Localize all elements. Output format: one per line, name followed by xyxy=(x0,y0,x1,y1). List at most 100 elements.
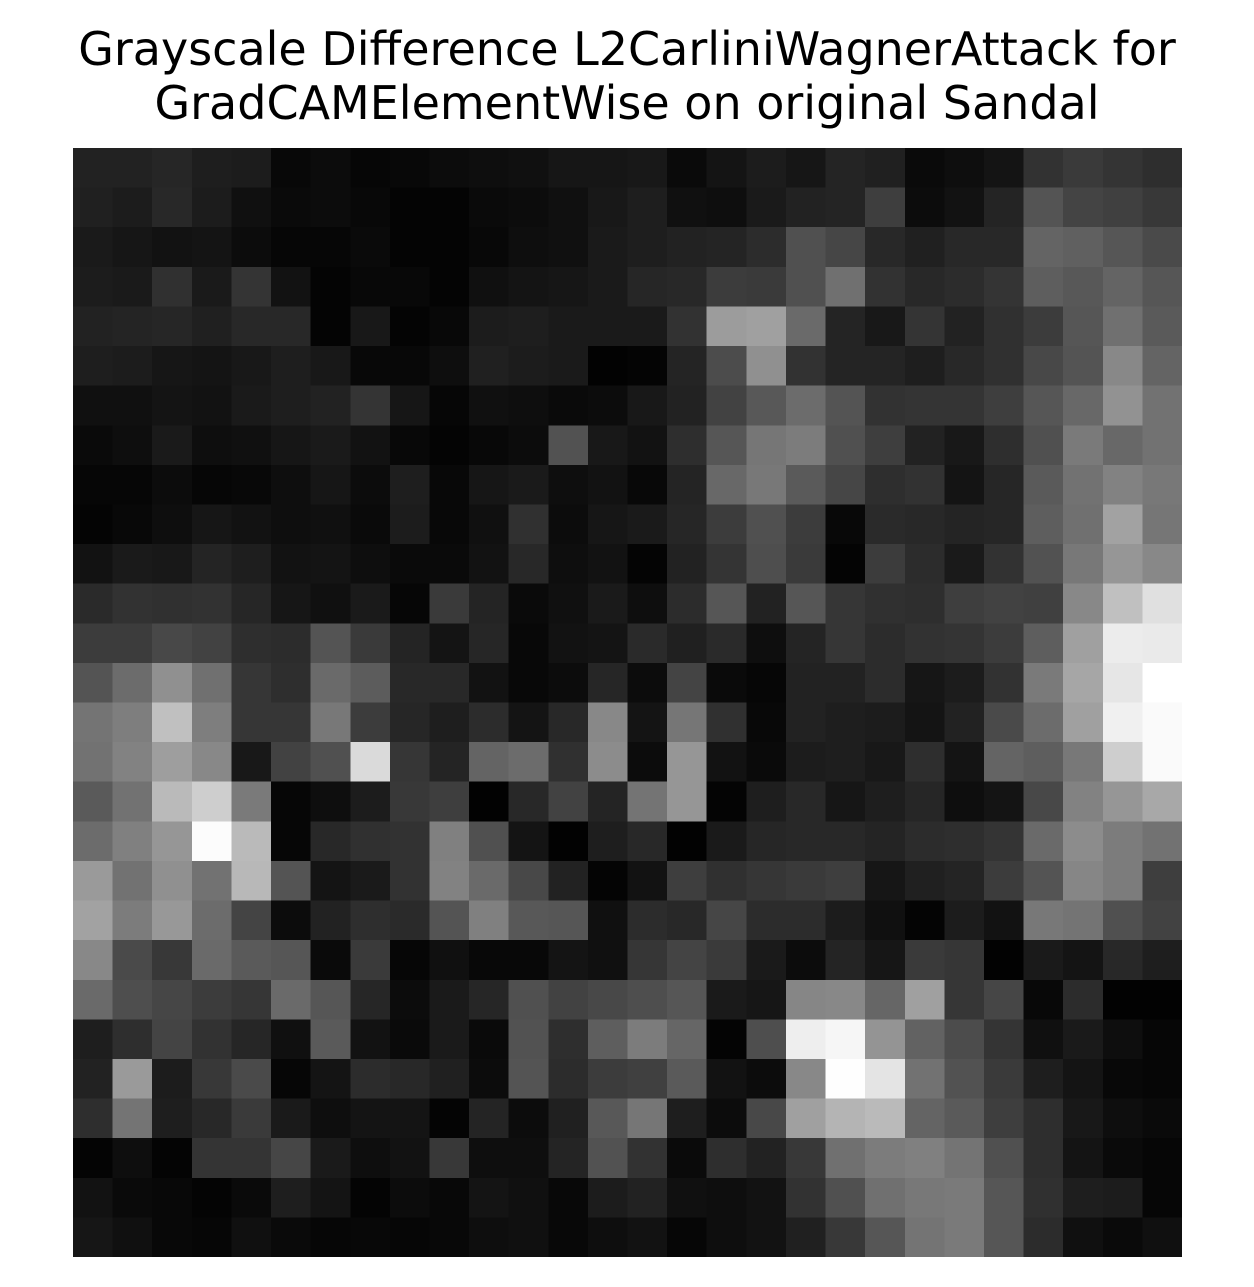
heatmap-cell-r21-c10 xyxy=(469,980,509,1020)
heatmap-cell-r2-c27 xyxy=(1142,227,1182,267)
heatmap-cell-r21-c25 xyxy=(1063,980,1103,1020)
heatmap-cell-r2-c21 xyxy=(905,227,945,267)
heatmap-cell-r0-c16 xyxy=(707,148,747,188)
heatmap-cell-r6-c4 xyxy=(231,386,271,426)
heatmap-cell-r16-c25 xyxy=(1063,782,1103,822)
heatmap-cell-r24-c10 xyxy=(469,1099,509,1139)
heatmap-cell-r11-c1 xyxy=(113,584,153,624)
heatmap-cell-r7-c21 xyxy=(905,425,945,465)
heatmap-cell-r18-c23 xyxy=(984,861,1024,901)
heatmap-cell-r19-c26 xyxy=(1103,901,1143,941)
heatmap-cell-r25-c12 xyxy=(548,1138,588,1178)
heatmap-cell-r17-c2 xyxy=(152,821,192,861)
heatmap-cell-r14-c14 xyxy=(628,703,668,743)
heatmap-cell-r11-c21 xyxy=(905,584,945,624)
heatmap-cell-r7-c16 xyxy=(707,425,747,465)
heatmap-cell-r4-c9 xyxy=(429,306,469,346)
heatmap-cell-r8-c23 xyxy=(984,465,1024,505)
heatmap-cell-r20-c17 xyxy=(746,940,786,980)
heatmap-cell-r20-c18 xyxy=(786,940,826,980)
heatmap-cell-r18-c3 xyxy=(192,861,232,901)
heatmap-cell-r19-c1 xyxy=(113,901,153,941)
heatmap-cell-r6-c10 xyxy=(469,386,509,426)
heatmap-cell-r23-c1 xyxy=(113,1059,153,1099)
heatmap-cell-r24-c5 xyxy=(271,1099,311,1139)
heatmap-cell-r15-c8 xyxy=(390,742,430,782)
heatmap-cell-r9-c7 xyxy=(350,504,390,544)
heatmap-cell-r3-c14 xyxy=(628,267,668,307)
heatmap-cell-r9-c22 xyxy=(944,504,984,544)
heatmap-cell-r20-c10 xyxy=(469,940,509,980)
heatmap-cell-r0-c11 xyxy=(509,148,549,188)
heatmap-cell-r7-c14 xyxy=(628,425,668,465)
heatmap-cell-r17-c13 xyxy=(588,821,628,861)
heatmap-cell-r12-c16 xyxy=(707,623,747,663)
heatmap-cell-r25-c4 xyxy=(231,1138,271,1178)
heatmap-cell-r9-c15 xyxy=(667,504,707,544)
heatmap-cell-r26-c13 xyxy=(588,1178,628,1218)
heatmap-cell-r16-c27 xyxy=(1142,782,1182,822)
heatmap-cell-r4-c6 xyxy=(311,306,351,346)
heatmap-cell-r3-c13 xyxy=(588,267,628,307)
heatmap-cell-r27-c4 xyxy=(231,1217,271,1257)
heatmap-cell-r14-c3 xyxy=(192,703,232,743)
heatmap-cell-r14-c8 xyxy=(390,703,430,743)
heatmap-cell-r11-c7 xyxy=(350,584,390,624)
heatmap-cell-r15-c3 xyxy=(192,742,232,782)
heatmap-cell-r25-c6 xyxy=(311,1138,351,1178)
heatmap-cell-r3-c6 xyxy=(311,267,351,307)
heatmap-cell-r5-c15 xyxy=(667,346,707,386)
heatmap-cell-r10-c21 xyxy=(905,544,945,584)
heatmap-cell-r13-c7 xyxy=(350,663,390,703)
heatmap-cell-r11-c14 xyxy=(628,584,668,624)
heatmap-cell-r21-c26 xyxy=(1103,980,1143,1020)
heatmap-cell-r23-c4 xyxy=(231,1059,271,1099)
heatmap-cell-r8-c22 xyxy=(944,465,984,505)
heatmap-cell-r21-c18 xyxy=(786,980,826,1020)
heatmap-cell-r24-c14 xyxy=(628,1099,668,1139)
heatmap-cell-r1-c1 xyxy=(113,188,153,228)
heatmap-cell-r12-c11 xyxy=(509,623,549,663)
heatmap-cell-r8-c11 xyxy=(509,465,549,505)
heatmap-cell-r6-c21 xyxy=(905,386,945,426)
heatmap-cell-r18-c5 xyxy=(271,861,311,901)
heatmap-cell-r3-c20 xyxy=(865,267,905,307)
heatmap-cell-r4-c14 xyxy=(628,306,668,346)
heatmap-cell-r20-c4 xyxy=(231,940,271,980)
heatmap-cell-r11-c24 xyxy=(1024,584,1064,624)
heatmap-cell-r13-c20 xyxy=(865,663,905,703)
heatmap-cell-r6-c13 xyxy=(588,386,628,426)
heatmap-cell-r12-c4 xyxy=(231,623,271,663)
heatmap-cell-r19-c23 xyxy=(984,901,1024,941)
heatmap-cell-r1-c23 xyxy=(984,188,1024,228)
heatmap-cell-r0-c15 xyxy=(667,148,707,188)
heatmap-cell-r12-c25 xyxy=(1063,623,1103,663)
heatmap-cell-r27-c12 xyxy=(548,1217,588,1257)
heatmap-cell-r22-c3 xyxy=(192,1019,232,1059)
heatmap-cell-r6-c3 xyxy=(192,386,232,426)
heatmap-cell-r7-c23 xyxy=(984,425,1024,465)
heatmap-cell-r3-c5 xyxy=(271,267,311,307)
heatmap-cell-r10-c17 xyxy=(746,544,786,584)
heatmap-cell-r17-c25 xyxy=(1063,821,1103,861)
heatmap-cell-r14-c2 xyxy=(152,703,192,743)
heatmap-cell-r1-c0 xyxy=(73,188,113,228)
heatmap-cell-r22-c4 xyxy=(231,1019,271,1059)
heatmap-cell-r3-c16 xyxy=(707,267,747,307)
heatmap-cell-r20-c1 xyxy=(113,940,153,980)
heatmap-cell-r1-c17 xyxy=(746,188,786,228)
heatmap-cell-r19-c6 xyxy=(311,901,351,941)
heatmap-cell-r16-c19 xyxy=(826,782,866,822)
heatmap-cell-r17-c16 xyxy=(707,821,747,861)
heatmap-cell-r1-c27 xyxy=(1142,188,1182,228)
heatmap-cell-r6-c15 xyxy=(667,386,707,426)
heatmap-cell-r25-c14 xyxy=(628,1138,668,1178)
heatmap-cell-r11-c11 xyxy=(509,584,549,624)
heatmap-cell-r3-c4 xyxy=(231,267,271,307)
heatmap-cell-r1-c18 xyxy=(786,188,826,228)
heatmap-cell-r3-c8 xyxy=(390,267,430,307)
heatmap-cell-r24-c17 xyxy=(746,1099,786,1139)
heatmap-cell-r21-c12 xyxy=(548,980,588,1020)
heatmap-cell-r0-c10 xyxy=(469,148,509,188)
heatmap-cell-r23-c9 xyxy=(429,1059,469,1099)
